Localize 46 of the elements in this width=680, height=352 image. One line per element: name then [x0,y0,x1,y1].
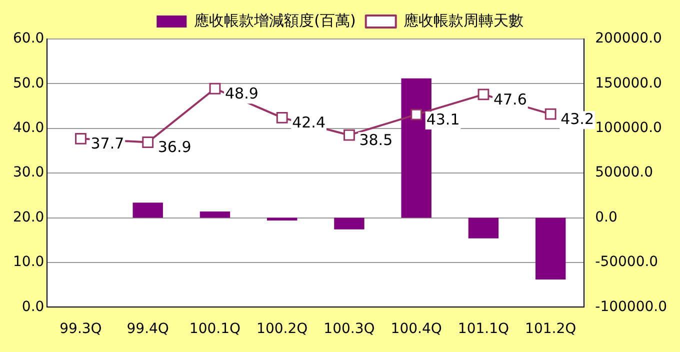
y2-tick-label: 50000.0 [595,164,654,181]
data-label: 47.6 [493,90,527,108]
point [478,88,490,100]
legend-label: 應收帳款周轉天數 [403,11,524,30]
data-label: 43.2 [560,110,594,128]
data-label: 38.5 [359,130,393,149]
data-label: 48.9 [224,84,258,103]
y2-tick-label: 100000.0 [595,120,662,136]
y-tick-label: 0.0 [22,298,44,315]
x-tick-label: 101.2Q [525,321,576,338]
point [344,129,355,141]
y-tick-label: 30.0 [13,164,44,181]
y2-tick-label: 200000.0 [595,30,662,47]
y-tick-label: 40.0 [13,120,44,136]
data-label: 37.7 [90,134,124,153]
x-tick-label: 100.3Q [324,321,375,338]
data-label: 43.1 [426,110,460,128]
legend-label: 應收帳款增減額度(百萬) [194,11,356,30]
point [276,112,288,124]
bar [132,202,163,218]
y2-tick-label: 0.0 [595,209,618,226]
y-tick-label: 20.0 [13,209,44,226]
bar [266,218,298,220]
bar [535,218,566,280]
data-label: 42.4 [292,114,326,132]
y2-tick-label: -50000.0 [595,254,658,270]
x-tick-label: 99.3Q [60,321,102,338]
point [209,82,221,94]
point [410,108,422,120]
bar [468,218,499,238]
x-tick-label: 100.2Q [256,321,308,338]
point [75,132,86,144]
y2-tick-label: -100000.0 [595,298,668,315]
x-tick-label: 100.1Q [189,321,241,338]
x-tick-label: 101.1Q [458,321,510,338]
data-label: 36.9 [158,138,192,156]
y2-tick-label: 150000.0 [595,75,662,92]
bar [200,212,230,218]
point [142,136,154,148]
y-tick-label: 10.0 [13,254,44,270]
bar [334,218,364,230]
x-tick-label: 99.4Q [126,321,169,338]
y-tick-label: 60.0 [13,30,44,47]
y-tick-label: 50.0 [13,75,44,92]
point [544,108,556,120]
x-tick-label: 100.4Q [390,321,442,338]
